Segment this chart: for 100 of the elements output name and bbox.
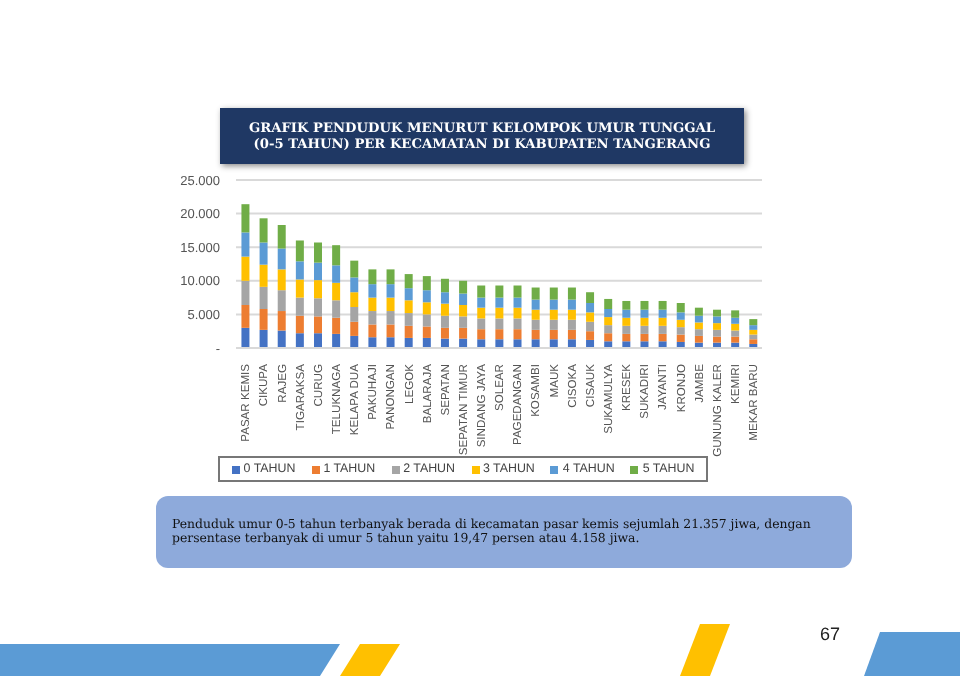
bar	[386, 311, 395, 325]
bar	[350, 307, 359, 322]
bar	[295, 279, 304, 298]
bar	[386, 324, 395, 338]
bar	[332, 317, 341, 334]
bar	[622, 317, 631, 326]
bar	[495, 318, 504, 330]
bar	[567, 319, 576, 330]
bar	[404, 288, 413, 301]
bar	[531, 319, 540, 330]
bar	[676, 334, 685, 342]
bar	[567, 309, 576, 320]
bar	[495, 297, 504, 308]
bar	[713, 316, 722, 324]
bar	[440, 327, 449, 339]
bar	[567, 339, 576, 348]
bar	[676, 327, 685, 335]
bar	[658, 300, 667, 310]
bar	[713, 336, 722, 343]
bar	[622, 300, 631, 310]
bar	[332, 265, 341, 283]
bar	[586, 331, 595, 340]
bar	[241, 204, 250, 233]
bar	[440, 292, 449, 304]
bar	[604, 309, 613, 318]
bar	[368, 337, 377, 348]
bar	[495, 307, 504, 319]
bar	[277, 330, 286, 348]
bar	[477, 307, 486, 319]
bar	[368, 324, 377, 338]
bar	[749, 319, 758, 326]
bar	[640, 325, 649, 334]
bar	[440, 315, 449, 328]
bar	[658, 309, 667, 318]
bar	[295, 261, 304, 280]
bar	[295, 240, 304, 262]
bar	[368, 311, 377, 325]
bar	[513, 285, 522, 298]
bar	[404, 313, 413, 326]
bar	[241, 232, 250, 257]
bar	[459, 280, 468, 294]
bar	[277, 290, 286, 312]
bar	[713, 329, 722, 337]
bar	[622, 333, 631, 342]
bar	[694, 335, 703, 343]
bar	[277, 225, 286, 249]
bar	[640, 317, 649, 326]
bar	[731, 336, 740, 343]
bar	[549, 339, 558, 348]
bar	[531, 329, 540, 340]
bar	[495, 329, 504, 340]
bar	[459, 293, 468, 305]
bar	[259, 286, 268, 310]
bar	[694, 307, 703, 316]
bar	[332, 282, 341, 301]
bar	[350, 321, 359, 336]
bar	[332, 245, 341, 266]
bar	[513, 307, 522, 319]
bar	[640, 333, 649, 342]
bar	[313, 316, 322, 334]
bar	[477, 318, 486, 330]
bar	[513, 297, 522, 308]
bar	[531, 309, 540, 320]
bar	[404, 325, 413, 338]
bar	[259, 329, 268, 348]
bar	[658, 333, 667, 342]
bar	[477, 285, 486, 298]
bar	[622, 309, 631, 318]
bar	[386, 297, 395, 312]
bar	[459, 304, 468, 317]
bar	[350, 260, 359, 278]
bar	[549, 299, 558, 310]
bar	[676, 312, 685, 320]
bar	[640, 309, 649, 318]
bar	[422, 290, 431, 303]
bar	[241, 327, 250, 348]
bar	[295, 333, 304, 348]
bar	[368, 284, 377, 298]
bar	[277, 248, 286, 270]
bar	[549, 309, 558, 320]
bar	[295, 315, 304, 334]
bar	[386, 337, 395, 348]
bar	[277, 311, 286, 331]
bar	[295, 297, 304, 316]
bar	[277, 269, 286, 291]
bar	[531, 287, 540, 300]
bar	[622, 325, 631, 334]
bar	[658, 317, 667, 326]
bar	[241, 304, 250, 328]
bar	[549, 287, 558, 300]
bar	[731, 330, 740, 337]
bar	[422, 302, 431, 315]
bar	[313, 333, 322, 348]
bar	[404, 300, 413, 314]
bar	[422, 326, 431, 338]
bar	[567, 329, 576, 340]
bar	[586, 321, 595, 332]
bar	[477, 329, 486, 340]
bar	[477, 297, 486, 308]
bar	[259, 309, 268, 330]
